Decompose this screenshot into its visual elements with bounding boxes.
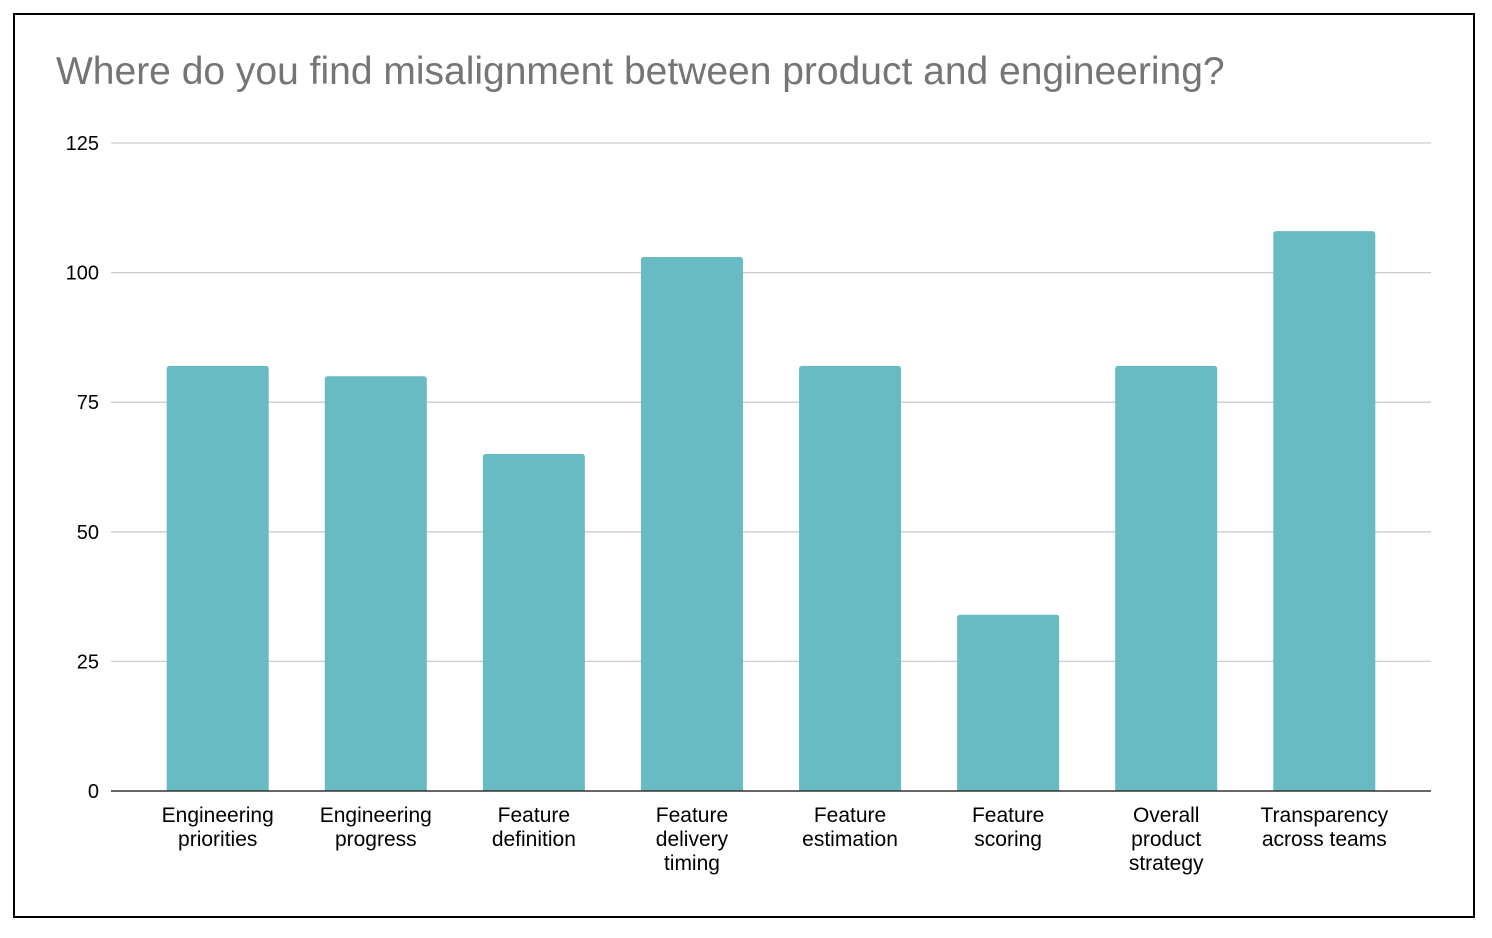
x-tick-label-line: strategy [1129,852,1204,875]
y-tick-label: 75 [77,392,99,414]
x-tick-label-line: Feature [656,804,728,827]
bar [640,257,743,792]
x-tick-label: Engineering priorities [162,804,274,851]
bar [1115,365,1218,791]
x-tick-label: Feature definition [492,804,576,851]
x-tick-label-line: delivery [656,828,729,851]
x-tick-label-line: scoring [974,828,1042,851]
x-tick-label-line: Engineering [320,804,432,827]
x-tick-label-line: estimation [802,828,898,851]
bar [166,365,269,791]
x-tick-label-line: definition [492,828,576,851]
x-tick-label: Feature delivery timing [656,804,729,875]
x-tick-label-line: across teams [1262,828,1387,851]
y-tick-labels: 0 25 50 75 100 125 [66,133,99,803]
bar [957,614,1060,791]
x-tick-label: Overall product strategy [1129,804,1204,875]
x-tick-label-line: Engineering [162,804,274,827]
x-tick-label: Transparency across teams [1260,804,1388,851]
bars [166,231,1376,792]
x-tick-label-line: progress [335,828,417,851]
x-tick-label-line: product [1131,828,1201,851]
y-tick-label: 50 [77,522,99,544]
x-tick-label-line: timing [664,852,720,875]
x-tick-label: Engineering progress [320,804,432,851]
x-tick-label-line: Transparency [1260,804,1388,827]
y-tick-label: 125 [66,133,99,155]
x-tick-label-line: Feature [814,804,886,827]
chart-title: Where do you find misalignment between p… [56,50,1225,93]
y-tick-label: 100 [66,263,99,285]
gridlines [111,142,1431,663]
bar [482,454,585,791]
y-tick-label: 25 [77,651,99,673]
x-tick-label: Feature scoring [972,804,1044,851]
bar [324,376,427,791]
x-tick-label-line: priorities [178,828,257,851]
x-tick-label: Feature estimation [802,804,898,851]
bar [799,365,902,791]
x-tick-label-line: Feature [972,804,1044,827]
bar [1273,231,1376,792]
x-tick-label-line: Overall [1133,804,1200,827]
x-tick-label-line: Feature [498,804,570,827]
y-tick-label: 0 [88,781,99,803]
